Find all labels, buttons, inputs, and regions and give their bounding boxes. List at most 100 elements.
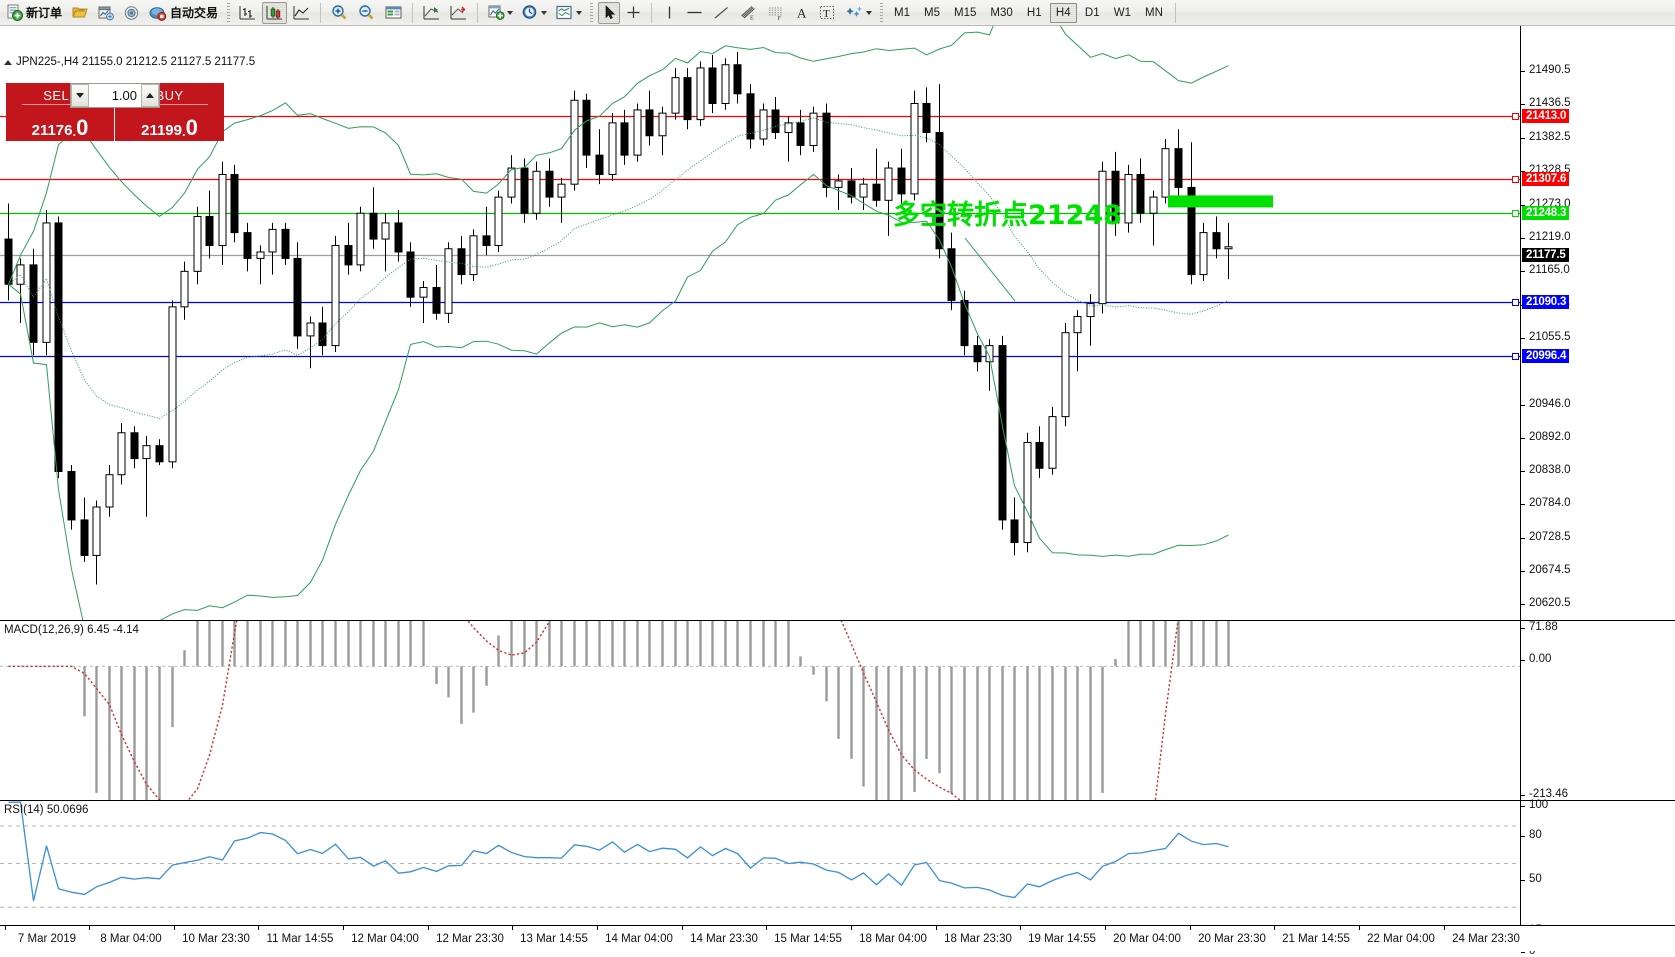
chart-shift-icon [450,6,467,20]
pivot-zone-bar[interactable] [1168,195,1273,208]
time-axis[interactable]: 7 Mar 2019 8 Mar 04:00 10 Mar 23:30 11 Mar … [0,925,1675,951]
price-tick-label: 20620.5 [1529,597,1571,609]
macd-panel[interactable]: MACD(12,26,9) 6.45 -4.14 71.88 0.00 -213.4… [0,620,1675,800]
timeframe-h1[interactable]: H1 [1026,6,1042,19]
timeframe-w1[interactable]: W1 [1113,6,1131,19]
bar-chart-button[interactable] [235,2,260,24]
pivot-tag-21248[interactable]: 21248.3 [1522,206,1570,220]
buy-price-int: 21199 [141,122,182,139]
indicators-button[interactable] [484,2,516,24]
timeframe-m30[interactable]: M30 [990,6,1013,19]
price-tick-label: 21165.0 [1529,264,1570,276]
buy-price: 21199 . 0 [115,108,224,141]
price-tick-label: 21490.5 [1529,64,1571,76]
chart-tile-button[interactable] [381,2,406,24]
timeframe-d1[interactable]: D1 [1084,6,1100,19]
chart-annotation-text[interactable]: 多空转折点21248 [893,200,1122,231]
time-axis-label: 8 Mar 04:00 [100,933,162,945]
candle-series [4,51,1233,585]
price-level-handle[interactable] [1512,176,1519,183]
zoom-in-button[interactable] [327,2,352,24]
timeframe-m5[interactable]: M5 [924,6,940,19]
chevron-down-icon [541,10,548,15]
macd-label: MACD(12,26,9) 6.45 -4.14 [4,624,139,636]
timeframe-m15[interactable]: M15 [954,6,977,19]
resistance-tag-21413[interactable]: 21413.0 [1522,109,1570,123]
templates-button[interactable] [552,2,585,24]
period-button[interactable] [518,2,550,24]
new-order-label: 新订单 [26,6,63,20]
equidistant-channel-button[interactable]: E [736,2,761,24]
trendline-button[interactable] [709,2,734,24]
toolbar-separator [320,2,322,23]
macd-plot[interactable] [0,621,1520,800]
support-tag-20996[interactable]: 20996.4 [1522,349,1570,363]
objects-button[interactable] [842,2,875,24]
resistance-tag-21307[interactable]: 21307.6 [1522,172,1570,186]
macd-tick-label: 0.00 [1529,653,1552,665]
time-axis-label: 14 Mar 23:30 [690,933,758,945]
line-chart-icon [293,6,310,20]
svg-text:T: T [823,8,830,20]
new-order-icon [7,4,23,21]
auto-scroll-button[interactable] [419,2,444,24]
channel-icon: E [741,6,755,21]
toolbar-navigator-button[interactable] [120,2,144,24]
price-level-handle[interactable] [1512,353,1519,360]
timeframe-mn[interactable]: MN [1145,6,1163,19]
volume-decrease-button[interactable] [71,84,89,107]
line-chart-button[interactable] [289,2,314,24]
candlestick-chart-button[interactable] [262,1,288,24]
crosshair-button[interactable] [622,2,645,24]
chevron-down-icon [507,10,514,15]
time-axis-label: 12 Mar 04:00 [351,933,419,945]
price-level-handle[interactable] [1512,299,1519,306]
chart-shift-button[interactable] [446,2,471,24]
text-button[interactable]: A [790,2,813,24]
sell-price-int: 21176 [31,122,73,139]
price-level-handle[interactable] [1512,210,1519,217]
time-axis-tick [766,926,767,930]
volume-stepper[interactable]: 1.00 [70,83,160,108]
vertical-line-icon [668,6,670,19]
symbol-info-line: JPN225-,H4 21155.0 21212.5 21127.5 21177… [4,56,255,68]
price-plot[interactable] [0,26,1520,620]
timeframe-h4[interactable]: H4 [1049,2,1077,23]
autotrading-button[interactable]: 自动交易 [146,2,222,24]
rsi-line [8,801,1229,902]
horizontal-line-icon [687,11,702,14]
vertical-line-button[interactable] [658,2,680,24]
toolbar-terminal-button[interactable] [68,2,92,24]
time-axis-tick [1444,926,1445,930]
time-axis-tick [682,926,683,930]
text-label-button[interactable]: T [815,2,840,24]
arrow-cursor-icon [605,5,615,20]
zoom-out-button[interactable] [354,2,379,24]
timeframe-m1[interactable]: M1 [894,6,911,19]
candlestick-icon [266,6,283,20]
time-axis-tick [258,926,259,930]
last-price-tag[interactable]: 21177.5 [1522,248,1569,262]
main-toolbar: 新订单 自动交易 [0,0,1675,26]
one-click-trading-panel[interactable]: SELL 21176 . 0 BUY 21199 . 0 [6,67,224,141]
toolbar-data-window-button[interactable] [94,2,118,24]
price-candles-svg [0,26,1520,620]
time-axis-tick [1359,926,1360,930]
collapse-triangle-icon[interactable] [4,59,12,65]
svg-text:A: A [797,6,807,21]
cursor-button[interactable] [598,1,621,24]
time-axis-tick [5,926,6,930]
volume-input[interactable]: 1.00 [89,84,141,107]
price-level-handle[interactable] [1512,113,1519,120]
fibonacci-button[interactable]: F [763,2,788,24]
volume-increase-button[interactable] [141,84,159,107]
rsi-plot[interactable] [0,801,1520,925]
price-axis[interactable]: 21490.5 21436.5 21382.5 21328.5 21273.0 21219… [1512,26,1675,620]
rsi-panel[interactable]: RSI(14) 50.0696 1008050150 [0,799,1675,957]
horizontal-line-button[interactable] [682,2,707,24]
price-panel[interactable]: 21490.5 21436.5 21382.5 21328.5 21273.0 21219… [0,26,1675,620]
new-order-button[interactable]: 新订单 [3,2,66,24]
rsi-tick-label: 80 [1529,829,1542,841]
support-tag-21090[interactable]: 21090.3 [1522,295,1570,309]
rsi-tick-label: 50 [1529,873,1542,885]
